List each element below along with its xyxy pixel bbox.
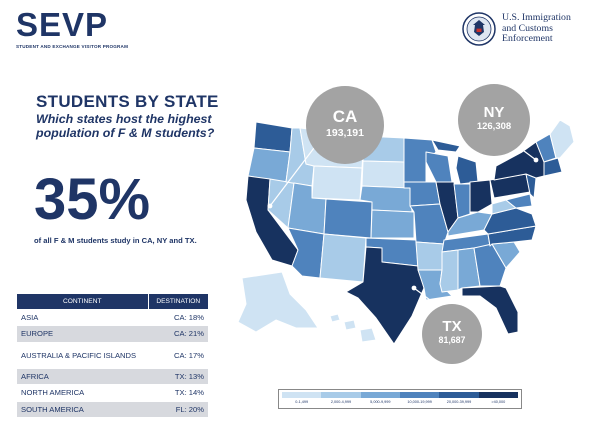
legend-swatch [282,392,322,398]
legend-swatch [478,392,518,398]
continent-cell: AUSTRALIA & PACIFIC ISLANDS [17,342,148,369]
legend-swatch [321,392,361,398]
callout-count: 126,308 [476,121,512,132]
state-shape [237,271,319,333]
state-shape [425,151,453,183]
state-shape [359,327,377,343]
table-row: SOUTH AMERICA FL: 20% [17,401,208,418]
state-shape [505,193,533,209]
callout-tx: TX 81,687 [422,304,482,364]
agency-branding: U.S. Immigration and Customs Enforcement [462,10,598,50]
callout-count: 193,191 [326,127,364,139]
legend-label: 5,000-9,999 [370,400,391,404]
state-shape [431,139,461,153]
agency-name: U.S. Immigration and Customs Enforcement [502,12,571,45]
state-shape [329,313,341,323]
state-shape [457,247,481,291]
headline-stat: 35% [34,167,151,232]
state-shape [469,179,493,213]
section-heading: STUDENTS BY STATE [36,92,219,111]
state-shape [455,155,479,185]
state-shape [439,249,459,293]
legend-swatch [439,392,479,398]
callout-ny: NY 126,308 [458,84,530,156]
continent-destination-table: CONTINENT DESTINATION ASIA CA: 18% EUROP… [17,294,208,418]
legend-label: >40,000 [491,400,506,404]
table-header-row: CONTINENT DESTINATION [17,294,208,309]
agency-name-line-1: U.S. Immigration [502,12,571,23]
callout-state: NY [483,104,505,121]
legend-swatch [360,392,400,398]
continent-column-header: CONTINENT [17,294,148,309]
sevp-logo: SEVP STUDENT AND EXCHANGE VISITOR PROGRA… [16,6,128,49]
state-shape [549,119,575,159]
state-shape [323,198,373,239]
state-shape [543,157,563,177]
table-row: ASIA CA: 18% [17,309,208,326]
callout-state: TX [442,318,462,335]
dhs-seal-icon [462,12,496,46]
table-row: AFRICA TX: 13% [17,368,208,385]
agency-name-line-2: and Customs [502,22,553,34]
state-shape [319,233,367,283]
legend-label: 2,000-4,999 [330,400,352,404]
legend-label: 20,000-39,999 [446,400,472,404]
state-shape [343,319,357,331]
continent-cell: SOUTH AMERICA [17,401,148,418]
legend-label: 0-1,499 [295,400,309,404]
legend-label: 10,000-19,999 [407,400,432,404]
destination-cell: TX: 13% [148,368,208,385]
state-shape [311,165,363,201]
state-shape [461,285,519,335]
headline-stat-caption: of all F & M students study in CA, NY an… [34,236,197,245]
destination-cell: CA: 21% [148,325,208,343]
table-row: EUROPE CA: 21% [17,325,208,343]
destination-cell: CA: 17% [148,342,208,369]
map-legend: 0-1,499 2,000-4,999 5,000-9,999 10,000-1… [278,389,522,409]
legend-swatch [399,392,440,398]
table-row: NORTH AMERICA TX: 14% [17,384,208,402]
section-question: Which states host the highest population… [36,112,215,140]
state-shape [370,209,415,239]
destination-column-header: DESTINATION [147,294,208,309]
continent-cell: EUROPE [17,325,148,343]
state-shape [345,246,425,345]
logo-subtitle: STUDENT AND EXCHANGE VISITOR PROGRAM [16,44,129,49]
agency-name-line-3: Enforcement [502,33,553,44]
continent-cell: AFRICA [17,368,148,385]
legend-labels: 0-1,499 2,000-4,999 5,000-9,999 10,000-1… [282,400,518,404]
destination-cell: TX: 14% [148,384,208,402]
state-shape [253,121,293,153]
continent-cell: ASIA [17,309,148,326]
legend-color-bar [282,392,518,398]
callout-ca: CA 193,191 [306,86,384,164]
destination-cell: FL: 20% [148,401,208,418]
callout-state: CA [332,107,358,126]
us-states-map: CA 193,191 NY 126,308 TX 81,687 [226,82,600,438]
table-row: AUSTRALIA & PACIFIC ISLANDS CA: 17% [17,342,208,369]
state-shape [415,241,445,271]
logo-wordmark: SEVP [16,6,109,43]
us-map-graphic [237,119,575,345]
destination-cell: CA: 18% [148,309,208,326]
state-shape [361,160,405,189]
callout-count: 81,687 [438,335,466,345]
continent-cell: NORTH AMERICA [17,384,148,402]
